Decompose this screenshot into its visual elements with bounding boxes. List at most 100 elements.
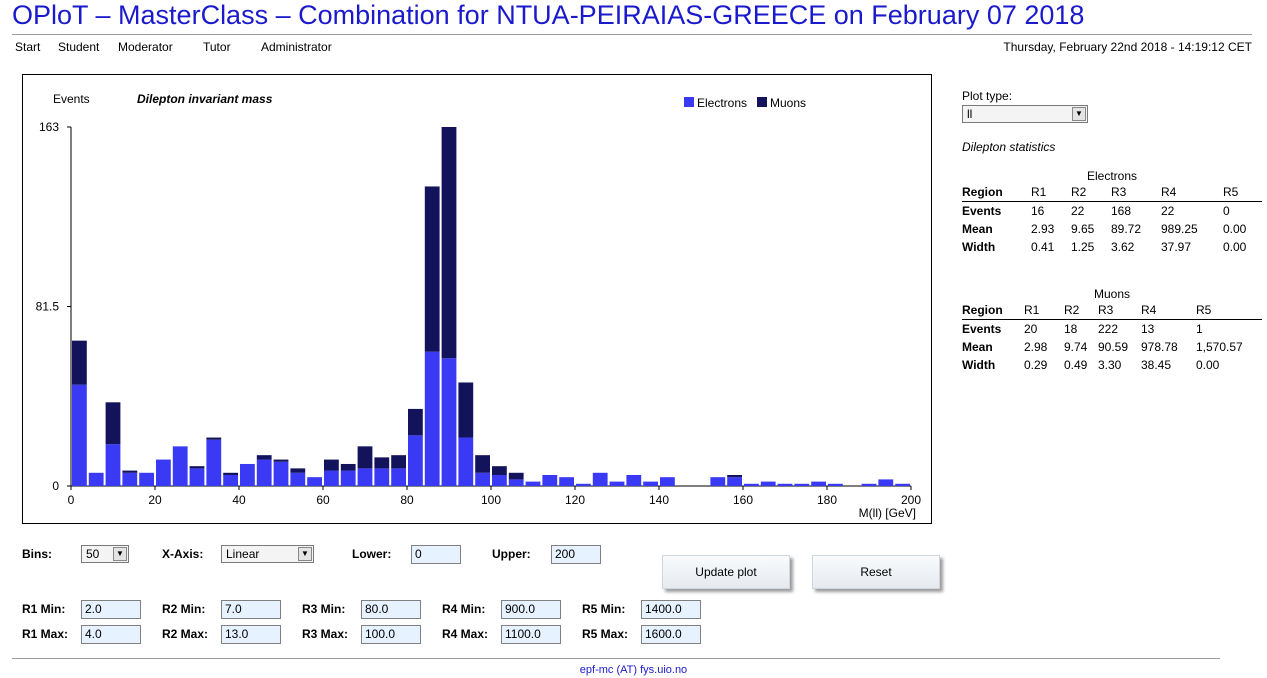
bar-muons	[340, 463, 356, 471]
r5-max-input[interactable]: 1600.0	[641, 625, 701, 644]
bar-muons	[374, 457, 390, 469]
x-tick-label: 160	[733, 493, 753, 507]
table-header-cell: R2	[1071, 183, 1111, 202]
table-cell: 0.29	[1024, 358, 1048, 372]
datetime-display: Thursday, February 22nd 2018 - 14:19:12 …	[1003, 40, 1252, 54]
y-tick-label: 0	[52, 479, 59, 493]
lower-input[interactable]: 0	[411, 545, 461, 564]
r2-min-input[interactable]: 7.0	[221, 600, 281, 619]
r1-max-input[interactable]: 4.0	[81, 625, 141, 644]
x-tick-label: 100	[481, 493, 501, 507]
bar-electrons	[626, 474, 642, 486]
bar-electrons	[878, 479, 894, 486]
table-cell: 3.62	[1111, 240, 1135, 254]
x-tick-label: 40	[232, 493, 246, 507]
bar-electrons	[542, 474, 558, 486]
x-tick-label: 60	[316, 493, 330, 507]
table-cell: 0.00	[1196, 358, 1220, 372]
r3-max-input[interactable]: 100.0	[361, 625, 421, 644]
table-cell: 22	[1161, 204, 1175, 218]
bar-electrons	[492, 474, 507, 486]
r3-min-input[interactable]: 80.0	[361, 600, 421, 619]
table-cell: Events	[962, 204, 1002, 218]
table-cell: 989.25	[1161, 222, 1198, 236]
r5-min-input[interactable]: 1400.0	[641, 600, 701, 619]
bar-electrons	[424, 351, 440, 486]
bar-electrons	[592, 472, 608, 486]
bar-electrons	[172, 446, 188, 486]
table-cell: 13	[1141, 322, 1155, 336]
r5-min-label: R5 Min:	[582, 602, 626, 616]
x-tick-label: 0	[68, 493, 75, 507]
table-cell: 1	[1196, 322, 1203, 336]
bins-select[interactable]: 50 ▼	[81, 545, 129, 563]
table-row: Mean 2.93 9.65 89.72 989.25 0.00	[962, 220, 1262, 238]
bar-electrons	[643, 481, 658, 486]
r1-max-label: R1 Max:	[22, 627, 69, 641]
nav-tutor[interactable]: Tutor	[203, 40, 231, 54]
r4-min-input[interactable]: 900.0	[501, 600, 561, 619]
muons-stats-caption: Muons	[1093, 287, 1131, 301]
bar-muons	[273, 459, 289, 462]
table-header-row: Region R1 R2 R3 R4 R5	[962, 301, 1262, 320]
bar-muons	[492, 466, 507, 475]
table-header-row: Region R1 R2 R3 R4 R5	[962, 183, 1262, 202]
table-cell: Mean	[962, 222, 993, 236]
footer-contact[interactable]: epf-mc (AT) fys.uio.no	[579, 664, 688, 676]
r2-max-input[interactable]: 13.0	[221, 625, 281, 644]
bar-muons	[408, 408, 423, 436]
nav-administrator[interactable]: Administrator	[261, 40, 332, 54]
r2-max-label: R2 Max:	[162, 627, 209, 641]
table-header-cell: R2	[1064, 301, 1098, 320]
r1-min-input[interactable]: 2.0	[81, 600, 141, 619]
update-plot-button[interactable]: Update plot	[662, 555, 790, 589]
bins-value: 50	[86, 547, 100, 561]
plot-type-select[interactable]: ll ▼	[962, 105, 1088, 123]
bar-electrons	[357, 468, 373, 486]
stats-heading: Dilepton statistics	[962, 140, 1056, 154]
muons-stats-table: Region R1 R2 R3 R4 R5 Events 20 18 222 1…	[962, 301, 1262, 374]
bar-electrons	[794, 483, 810, 486]
bar-electrons	[273, 461, 289, 486]
bar-electrons	[139, 472, 154, 486]
bar-electrons	[290, 472, 306, 486]
table-cell: 0.49	[1064, 358, 1088, 372]
x-tick-label: 140	[649, 493, 669, 507]
plot-type-label: Plot type:	[962, 89, 1013, 103]
bar-muons	[324, 459, 339, 471]
table-cell: 89.72	[1111, 222, 1142, 236]
bar-muons	[391, 455, 406, 469]
table-cell: 2.98	[1024, 340, 1048, 354]
xaxis-select[interactable]: Linear ▼	[221, 545, 314, 563]
bar-electrons	[189, 468, 205, 486]
upper-input[interactable]: 200	[551, 545, 601, 564]
table-cell: 20	[1024, 322, 1038, 336]
bar-muons	[458, 382, 474, 438]
bar-electrons	[559, 477, 574, 486]
bar-electrons	[861, 483, 877, 486]
chevron-down-icon: ▼	[298, 547, 312, 561]
r4-max-input[interactable]: 1100.0	[501, 625, 561, 644]
bar-muons	[256, 455, 272, 460]
bar-electrons	[256, 459, 272, 486]
bar-muons	[72, 340, 87, 385]
table-row: Width 0.29 0.49 3.30 38.45 0.00	[962, 356, 1262, 374]
table-header-cell: R3	[1098, 301, 1141, 320]
bar-electrons	[475, 472, 490, 486]
bar-muons	[441, 127, 457, 359]
table-cell: Width	[962, 358, 996, 372]
bar-muons	[206, 437, 222, 440]
legend-label-electrons: Electrons	[697, 96, 747, 110]
bar-electrons	[408, 435, 423, 486]
bar-electrons	[122, 472, 138, 486]
nav-moderator[interactable]: Moderator	[118, 40, 173, 54]
chart-panel: 0 20 40 60 80 100 120 140 160 180 200 0 81.5 163 Event…	[22, 74, 932, 524]
chart-title: Dilepton invariant mass	[137, 92, 273, 106]
bar-muons	[290, 468, 306, 473]
bar-muons	[424, 186, 440, 352]
nav-start[interactable]: Start	[15, 40, 41, 54]
reset-button[interactable]: Reset	[812, 555, 940, 589]
y-tick-label: 81.5	[36, 300, 60, 314]
nav-student[interactable]: Student	[58, 40, 100, 54]
r2-min-label: R2 Min:	[162, 602, 206, 616]
